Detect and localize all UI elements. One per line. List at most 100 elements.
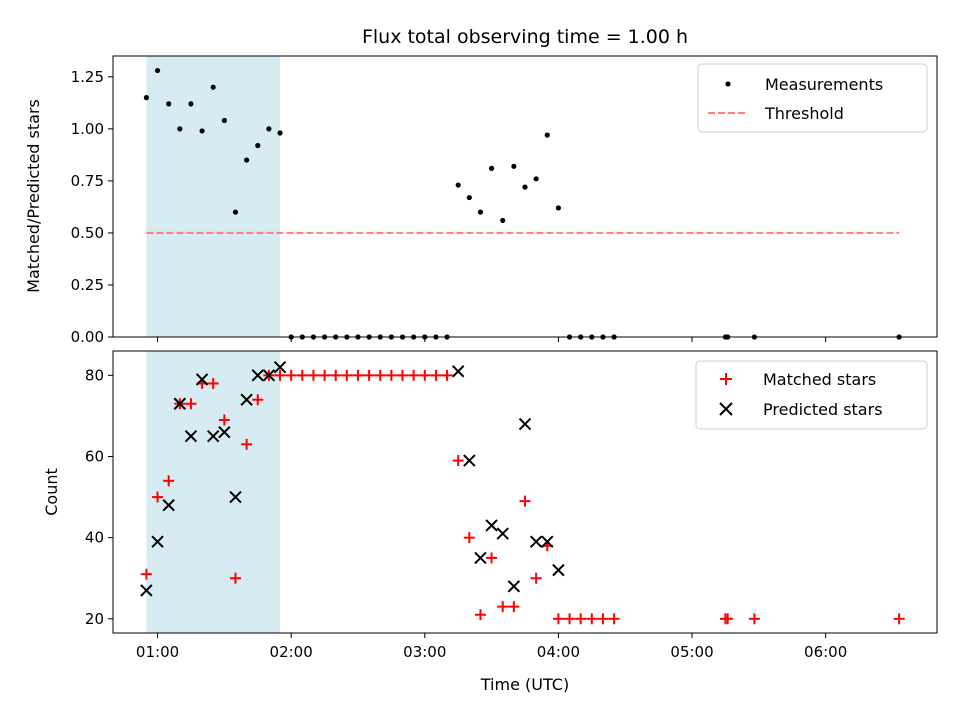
matched-star-point bbox=[748, 613, 760, 625]
predicted-star-stroke-b bbox=[273, 361, 287, 374]
matched-star-point bbox=[452, 455, 464, 467]
bottom-shaded-interval bbox=[146, 351, 281, 633]
predicted-star-point bbox=[273, 361, 287, 374]
matched-star-point bbox=[486, 552, 498, 564]
matched-star-point bbox=[893, 613, 905, 625]
bottom-x-tick-label: 03:00 bbox=[403, 643, 446, 661]
matched-star-point bbox=[397, 369, 409, 381]
predicted-star-stroke-b bbox=[162, 498, 175, 512]
top-y-tick-label: 1.25 bbox=[71, 68, 104, 86]
predicted-star-point bbox=[474, 551, 487, 565]
predicted-star-stroke-b bbox=[140, 584, 153, 597]
matched-star-point bbox=[474, 609, 486, 621]
legend-matched-marker bbox=[720, 373, 732, 385]
measurement-point bbox=[466, 194, 472, 201]
matched-star-point bbox=[508, 601, 520, 613]
predicted-star-point bbox=[507, 580, 521, 593]
predicted-star-stroke-b bbox=[463, 454, 476, 467]
bottom-x-tick-label: 06:00 bbox=[804, 643, 847, 661]
predicted-star-stroke-b bbox=[451, 365, 465, 378]
legend-predicted-marker bbox=[719, 402, 733, 416]
top-y-tick-label: 1.00 bbox=[71, 120, 104, 138]
top-y-tick-label: 0.75 bbox=[71, 172, 104, 190]
bottom-y-axis-label: Count bbox=[42, 468, 61, 516]
matched-star-point bbox=[229, 572, 241, 584]
bottom-x-tick-label: 01:00 bbox=[136, 643, 179, 661]
measurement-point bbox=[277, 130, 283, 136]
predicted-star-stroke-b bbox=[262, 369, 276, 382]
measurement-point bbox=[544, 132, 550, 138]
bottom-y-tick-label: 40 bbox=[85, 529, 104, 547]
top-panel: 0.00 0.25 0.50 0.75 1.00 1.25 Matched/Predict… bbox=[24, 55, 938, 346]
legend-measurements-label: Measurements bbox=[765, 75, 883, 94]
legend-predicted-label: Predicted stars bbox=[763, 400, 883, 419]
matched-star-point bbox=[207, 377, 219, 389]
matched-star-point bbox=[722, 613, 734, 625]
measurement-point bbox=[244, 157, 250, 163]
top-legend-box bbox=[697, 63, 928, 133]
predicted-star-point bbox=[162, 498, 175, 512]
matched-star-point bbox=[575, 613, 587, 625]
predicted-star-stroke-b bbox=[541, 535, 554, 548]
predicted-star-stroke-b bbox=[485, 519, 498, 532]
top-y-tick-label: 0.00 bbox=[71, 328, 104, 346]
predicted-star-stroke-b bbox=[184, 430, 198, 443]
measurement-point bbox=[500, 217, 506, 224]
legend-matched-label: Matched stars bbox=[763, 370, 876, 389]
top-y-axis-label: Matched/Predicted stars bbox=[24, 99, 43, 293]
predicted-star-point bbox=[463, 454, 476, 467]
predicted-star-point bbox=[541, 535, 554, 548]
bottom-y-tick-label: 60 bbox=[85, 447, 104, 465]
matched-star-point bbox=[252, 394, 264, 406]
bottom-axes-frame bbox=[112, 350, 938, 634]
measurement-point bbox=[177, 126, 183, 132]
predicted-star-point bbox=[496, 527, 509, 540]
matched-star-point bbox=[441, 369, 453, 381]
matched-star-point bbox=[241, 438, 253, 450]
matched-star-point bbox=[352, 369, 364, 381]
predicted-star-point bbox=[140, 584, 153, 597]
measurement-point bbox=[210, 84, 216, 90]
predicted-star-point bbox=[529, 535, 543, 548]
legend-threshold-label: Threshold bbox=[764, 104, 844, 123]
measurement-point bbox=[266, 126, 272, 132]
measurement-point bbox=[143, 95, 150, 101]
top-axes-frame bbox=[112, 55, 938, 338]
predicted-star-point bbox=[451, 365, 465, 378]
predicted-star-point bbox=[184, 430, 198, 443]
predicted-star-stroke-b bbox=[151, 535, 164, 548]
predicted-star-point bbox=[251, 369, 264, 382]
predicted-star-stroke-b bbox=[207, 430, 220, 443]
matched-star-point bbox=[274, 369, 286, 381]
matched-star-point bbox=[419, 369, 431, 381]
matched-star-point bbox=[530, 572, 542, 584]
bottom-x-tick-label: 04:00 bbox=[537, 643, 580, 661]
bottom-y-tick-label: 20 bbox=[85, 610, 104, 628]
bottom-y-tick-label: 80 bbox=[85, 366, 104, 384]
matched-star-point bbox=[140, 568, 152, 580]
predicted-star-point bbox=[240, 393, 253, 406]
measurement-point bbox=[232, 209, 239, 215]
matched-star-point bbox=[385, 369, 397, 381]
measurement-point bbox=[522, 184, 528, 190]
matched-star-point bbox=[608, 613, 620, 625]
matched-star-point bbox=[552, 613, 564, 625]
matched-star-point bbox=[341, 369, 353, 381]
measurement-point bbox=[511, 163, 517, 169]
measurement-point bbox=[188, 101, 194, 107]
top-y-tick-label: 0.25 bbox=[71, 276, 104, 294]
predicted-star-point bbox=[229, 490, 242, 504]
predicted-star-point bbox=[485, 519, 498, 532]
bottom-legend: Matched stars Predicted stars bbox=[695, 360, 928, 430]
matched-star-point bbox=[296, 369, 308, 381]
bottom-legend-box bbox=[695, 360, 928, 430]
predicted-star-point bbox=[552, 563, 565, 577]
predicted-star-stroke-b bbox=[218, 425, 231, 439]
matched-star-point bbox=[185, 398, 197, 410]
measurement-point bbox=[533, 176, 539, 182]
measurement-point bbox=[555, 205, 562, 211]
predicted-star-stroke-b bbox=[496, 527, 509, 540]
top-shaded-interval bbox=[146, 56, 281, 337]
predicted-star-stroke-b bbox=[529, 535, 543, 548]
